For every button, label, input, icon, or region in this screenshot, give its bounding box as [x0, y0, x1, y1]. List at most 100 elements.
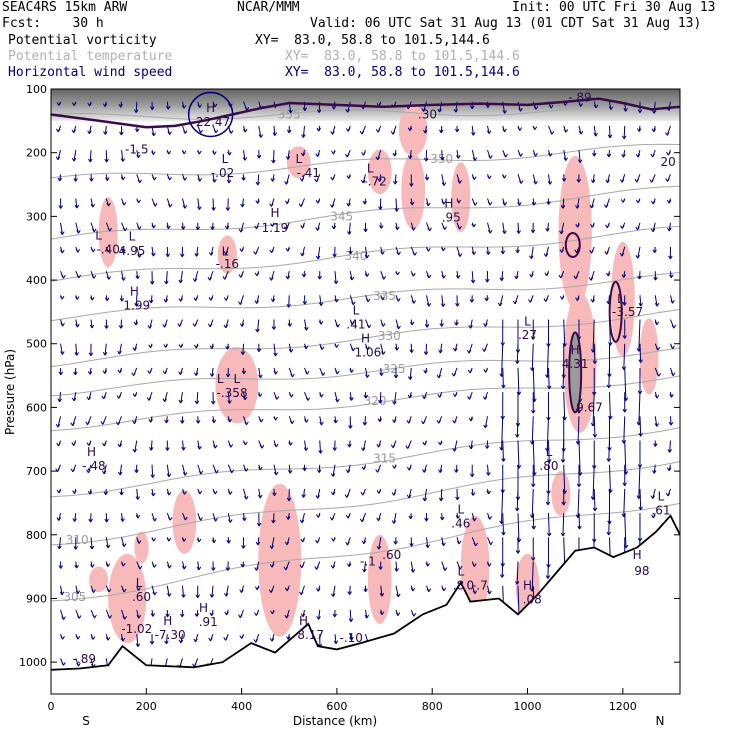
wind-vector-794	[592, 392, 595, 426]
wind-arrowhead-770	[573, 275, 578, 280]
wind-vector-889	[669, 416, 672, 426]
wind-arrowhead-608	[454, 322, 459, 326]
wind-arrowhead-417	[315, 539, 320, 544]
pv-label-50: H	[523, 579, 532, 593]
pv-fill-region-5	[398, 104, 428, 156]
wind-vector-785	[592, 174, 595, 183]
wind-vector-265	[227, 174, 230, 184]
wind-arrowhead-3	[57, 177, 62, 182]
init-label: Init: 00 UTC Fri 30 Aug 13	[512, 0, 716, 15]
wind-arrowhead-318	[256, 348, 262, 352]
wind-arrowhead-249	[209, 373, 215, 377]
wind-vector-876	[668, 101, 671, 111]
wind-arrowhead-627	[469, 298, 475, 303]
wind-arrowhead-130	[131, 372, 136, 376]
pv-label-22: L	[353, 304, 360, 318]
wind-vector-693	[517, 367, 520, 395]
wind-arrowhead-103	[121, 277, 126, 281]
wind-arrowhead-668	[499, 277, 504, 281]
wind-arrowhead-76	[106, 202, 111, 207]
wind-arrowhead-606	[455, 275, 461, 279]
wind-vector-150	[150, 295, 153, 304]
wind-vector-848	[638, 319, 641, 352]
wind-arrowhead-196	[179, 253, 185, 258]
wind-arrowhead-336	[270, 223, 275, 227]
wind-arrowhead-864	[652, 249, 657, 253]
wind-arrowhead-233	[196, 566, 202, 571]
wind-arrowhead-576	[425, 563, 430, 567]
wind-vector-813	[608, 392, 611, 420]
wind-vector-135	[136, 488, 139, 500]
wind-vector-133	[134, 440, 138, 453]
wind-arrowhead-105	[118, 325, 124, 329]
wind-arrowhead-420	[316, 616, 321, 620]
wind-arrowhead-847	[638, 302, 644, 307]
wind-arrowhead-870	[654, 394, 660, 399]
wind-arrowhead-541	[412, 252, 417, 256]
wind-arrowhead-605	[457, 253, 463, 257]
wind-vector-818	[608, 513, 610, 536]
wind-vector-655	[486, 464, 489, 476]
wind-vector-783	[593, 125, 597, 137]
wind-arrowhead-358	[284, 200, 290, 204]
wind-arrowhead-225	[193, 372, 199, 376]
wind-arrowhead-229	[198, 470, 204, 475]
wind-vector-851	[638, 392, 641, 425]
wind-arrowhead-708	[530, 229, 536, 233]
pv-fill-region-18	[108, 553, 147, 644]
wind-arrowhead-639	[472, 590, 478, 594]
wind-arrowhead-247	[207, 323, 213, 328]
wind-vector-698	[516, 488, 519, 511]
south-label: S	[82, 714, 90, 728]
wind-arrowhead-79	[106, 276, 112, 280]
wind-arrowhead-467	[349, 636, 354, 641]
wind-vector-487	[363, 561, 366, 573]
wind-arrowhead-475	[364, 273, 370, 277]
wind-arrowhead-306	[238, 614, 243, 618]
wind-arrowhead-494	[377, 178, 382, 182]
wind-vector-363	[288, 319, 291, 327]
wind-arrowhead-378	[301, 134, 306, 138]
wind-arrowhead-138	[137, 565, 143, 570]
wind-arrowhead-861	[649, 179, 654, 183]
wind-arrowhead-92	[106, 588, 112, 593]
wind-arrowhead-296	[241, 370, 247, 375]
wind-vector-727	[547, 174, 551, 185]
wind-arrowhead-302	[242, 517, 247, 521]
wind-arrowhead-93	[107, 615, 112, 619]
pv-label-15: -.40	[96, 242, 119, 256]
field-name-pv: Potential vorticity	[8, 33, 157, 48]
wind-arrowhead-268	[223, 251, 229, 255]
wind-arrowhead-663	[503, 153, 508, 158]
wind-vector-429	[334, 271, 337, 284]
wind-vector-532	[395, 561, 398, 572]
pv-label-14: L	[95, 228, 102, 242]
wind-arrowhead-287	[242, 157, 248, 161]
wind-arrowhead-641	[486, 130, 492, 134]
wind-arrowhead-788	[589, 249, 594, 254]
wind-vector-212	[180, 634, 184, 644]
wind-arrowhead-630	[467, 369, 473, 374]
wind-arrowhead-688	[515, 249, 520, 254]
wind-arrowhead-433	[335, 370, 340, 375]
wind-arrowhead-137	[136, 540, 142, 544]
pv-label-23: .41	[346, 318, 365, 332]
wind-arrowhead-545	[409, 349, 414, 353]
wind-vector-713	[531, 343, 534, 371]
wind-arrowhead-2	[55, 156, 61, 161]
wind-arrowhead-531	[393, 540, 398, 545]
wind-arrowhead-401	[315, 153, 320, 157]
wind-arrowhead-434	[335, 398, 340, 403]
wind-vector-798	[593, 488, 596, 511]
wind-vector-852	[639, 416, 642, 437]
wind-arrowhead-52	[90, 203, 96, 208]
wind-arrowhead-790	[590, 298, 596, 303]
wind-arrowhead-489	[364, 614, 370, 619]
wind-arrowhead-704	[532, 126, 538, 130]
wind-arrowhead-720	[531, 525, 537, 530]
wind-arrowhead-13	[55, 423, 61, 428]
wind-arrowhead-803	[606, 153, 612, 158]
wind-arrowhead-18	[57, 545, 62, 550]
wind-arrowhead-430	[334, 298, 339, 303]
wind-arrowhead-683	[517, 127, 523, 131]
